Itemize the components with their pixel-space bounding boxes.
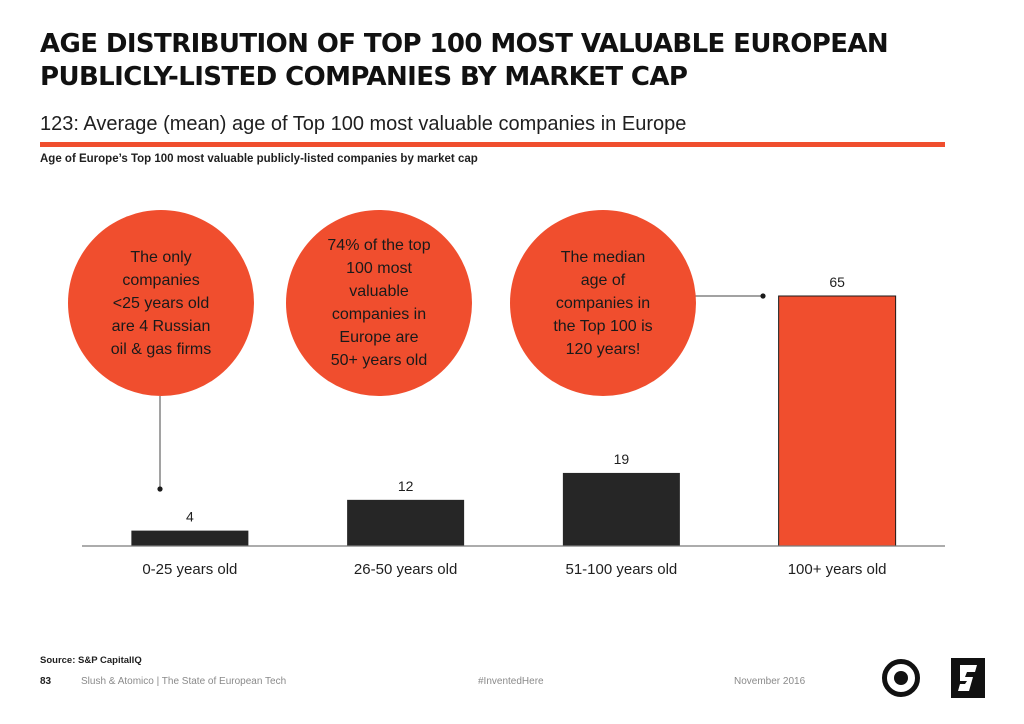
x-tick-label-0: 0-25 years old — [142, 561, 237, 578]
slush-logo — [882, 659, 920, 697]
bar-3 — [778, 295, 897, 547]
source-note: Source: S&P CapitalIQ — [40, 655, 142, 666]
data-label-1: 12 — [398, 478, 414, 494]
connector-dot-1 — [157, 486, 163, 492]
atomico-logo — [951, 658, 985, 698]
bar-1 — [347, 499, 465, 546]
data-label-3: 65 — [829, 274, 845, 290]
data-label-0: 4 — [186, 509, 194, 525]
chart-caption: Age of Europe’s Top 100 most valuable pu… — [40, 153, 478, 165]
page-number: 83 — [40, 676, 52, 687]
page-title: AGE DISTRIBUTION OF TOP 100 MOST VALUABL… — [40, 29, 889, 92]
x-tick-label-1: 26-50 years old — [354, 561, 457, 578]
annotation-bubble-median-age: The median age of companies in the Top 1… — [510, 210, 696, 396]
page-subtitle: 123: Average (mean) age of Top 100 most … — [40, 113, 687, 135]
x-tick-label-2: 51-100 years old — [566, 561, 678, 578]
accent-divider — [40, 142, 945, 147]
x-tick-label-3: 100+ years old — [788, 561, 887, 578]
annotation-bubble-over-50: 74% of the top 100 most valuable compani… — [286, 210, 472, 396]
hashtag: #InventedHere — [478, 676, 544, 687]
annotation-bubble-under-25: The only companies <25 years old are 4 R… — [68, 210, 254, 396]
publication-date: November 2016 — [734, 676, 806, 687]
bar-2 — [562, 472, 680, 546]
bar-0 — [131, 530, 249, 546]
connector-dot-3 — [760, 293, 766, 299]
data-label-2: 19 — [614, 451, 630, 467]
report-name: Slush & Atomico | The State of European … — [81, 676, 287, 687]
